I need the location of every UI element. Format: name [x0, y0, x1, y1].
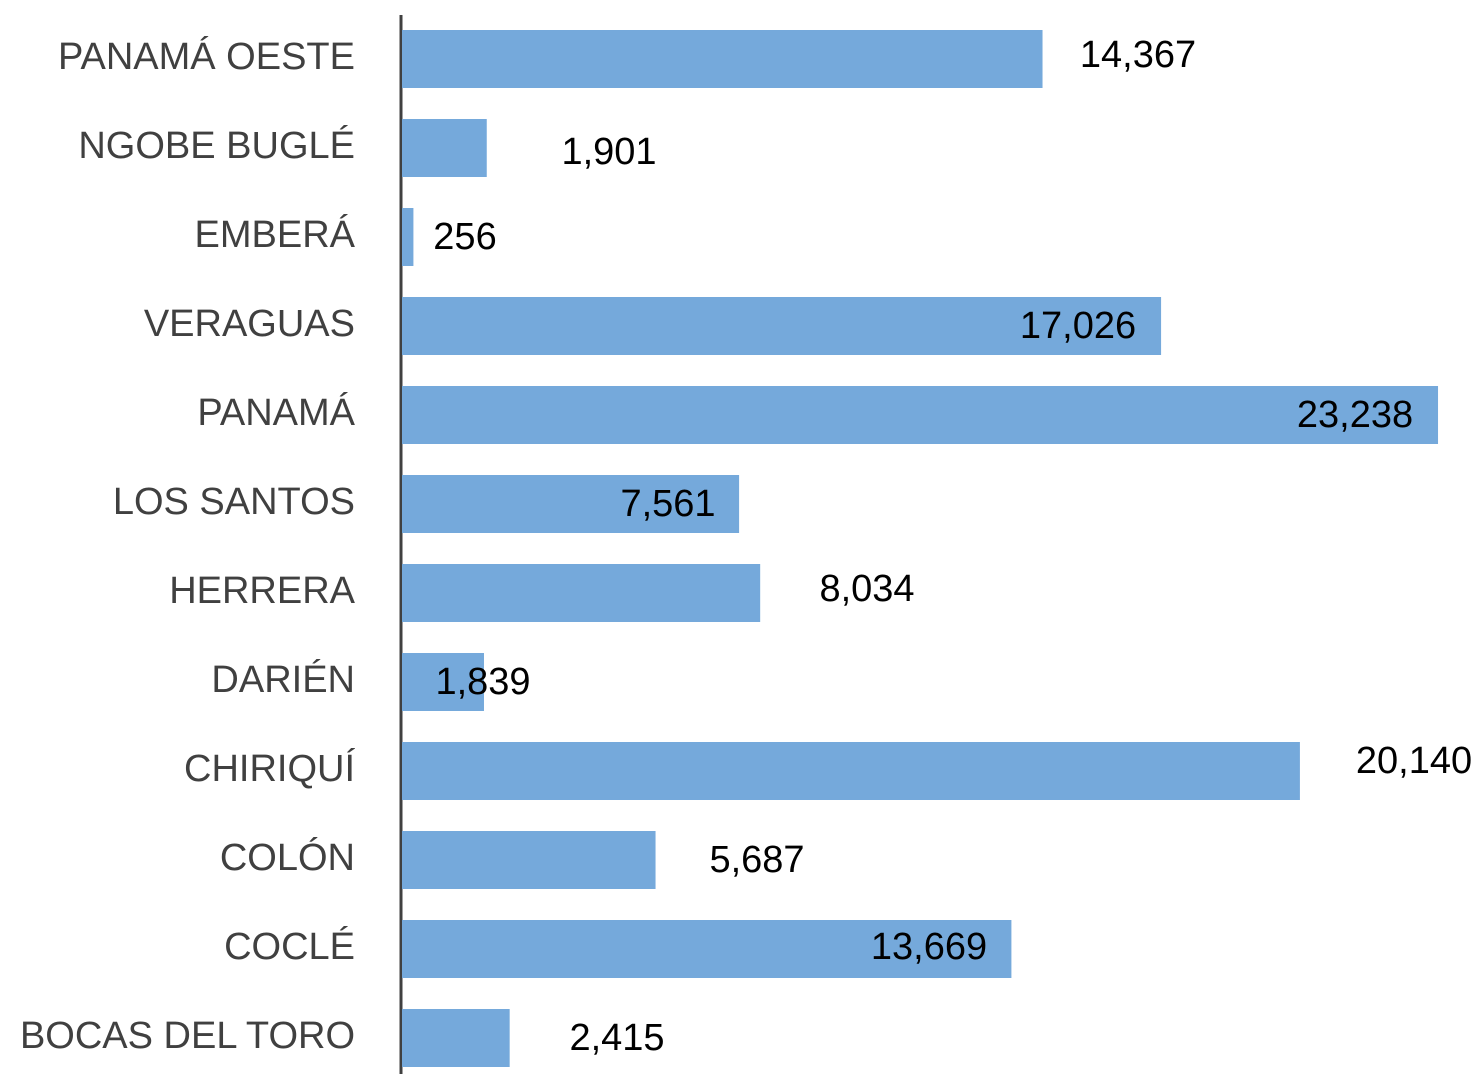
data-label: 17,026 [1020, 305, 1136, 347]
bar [402, 653, 484, 711]
bar [402, 475, 740, 533]
y-tick-label: PANAMÁ [197, 391, 355, 434]
bar [402, 1009, 510, 1067]
y-tick-label: CHIRIQUÍ [184, 747, 355, 790]
bar [402, 119, 487, 177]
data-label: 7,561 [620, 483, 715, 525]
data-label: 20,140 [1356, 740, 1472, 782]
data-label: 1,901 [561, 131, 656, 173]
y-tick-label: EMBERÁ [195, 213, 356, 256]
data-label: 256 [433, 216, 496, 258]
bar [402, 564, 761, 622]
data-label: 5,687 [709, 839, 804, 881]
bar [402, 208, 414, 266]
bar [402, 30, 1043, 88]
y-tick-label: COCLÉ [224, 925, 355, 968]
bar [402, 920, 1012, 978]
y-tick-label: NGOBE BUGLÉ [78, 124, 355, 167]
bar [402, 831, 656, 889]
y-tick-label: DARIÉN [211, 658, 355, 701]
data-label: 13,669 [871, 926, 987, 968]
bar [402, 386, 1439, 444]
data-label: 1,839 [435, 661, 530, 703]
y-tick-label: PANAMÁ OESTE [58, 35, 355, 78]
bar [402, 297, 1162, 355]
data-label: 23,238 [1297, 394, 1413, 436]
y-tick-label: BOCAS DEL TORO [20, 1015, 355, 1057]
y-tick-label: COLÓN [220, 836, 355, 879]
data-label: 2,415 [569, 1017, 664, 1059]
y-tick-label: LOS SANTOS [113, 481, 355, 523]
bar [402, 742, 1300, 800]
data-label: 8,034 [819, 568, 914, 610]
y-tick-label: HERRERA [169, 570, 355, 612]
y-tick-label: VERAGUAS [144, 303, 355, 345]
data-label: 14,367 [1080, 34, 1196, 76]
